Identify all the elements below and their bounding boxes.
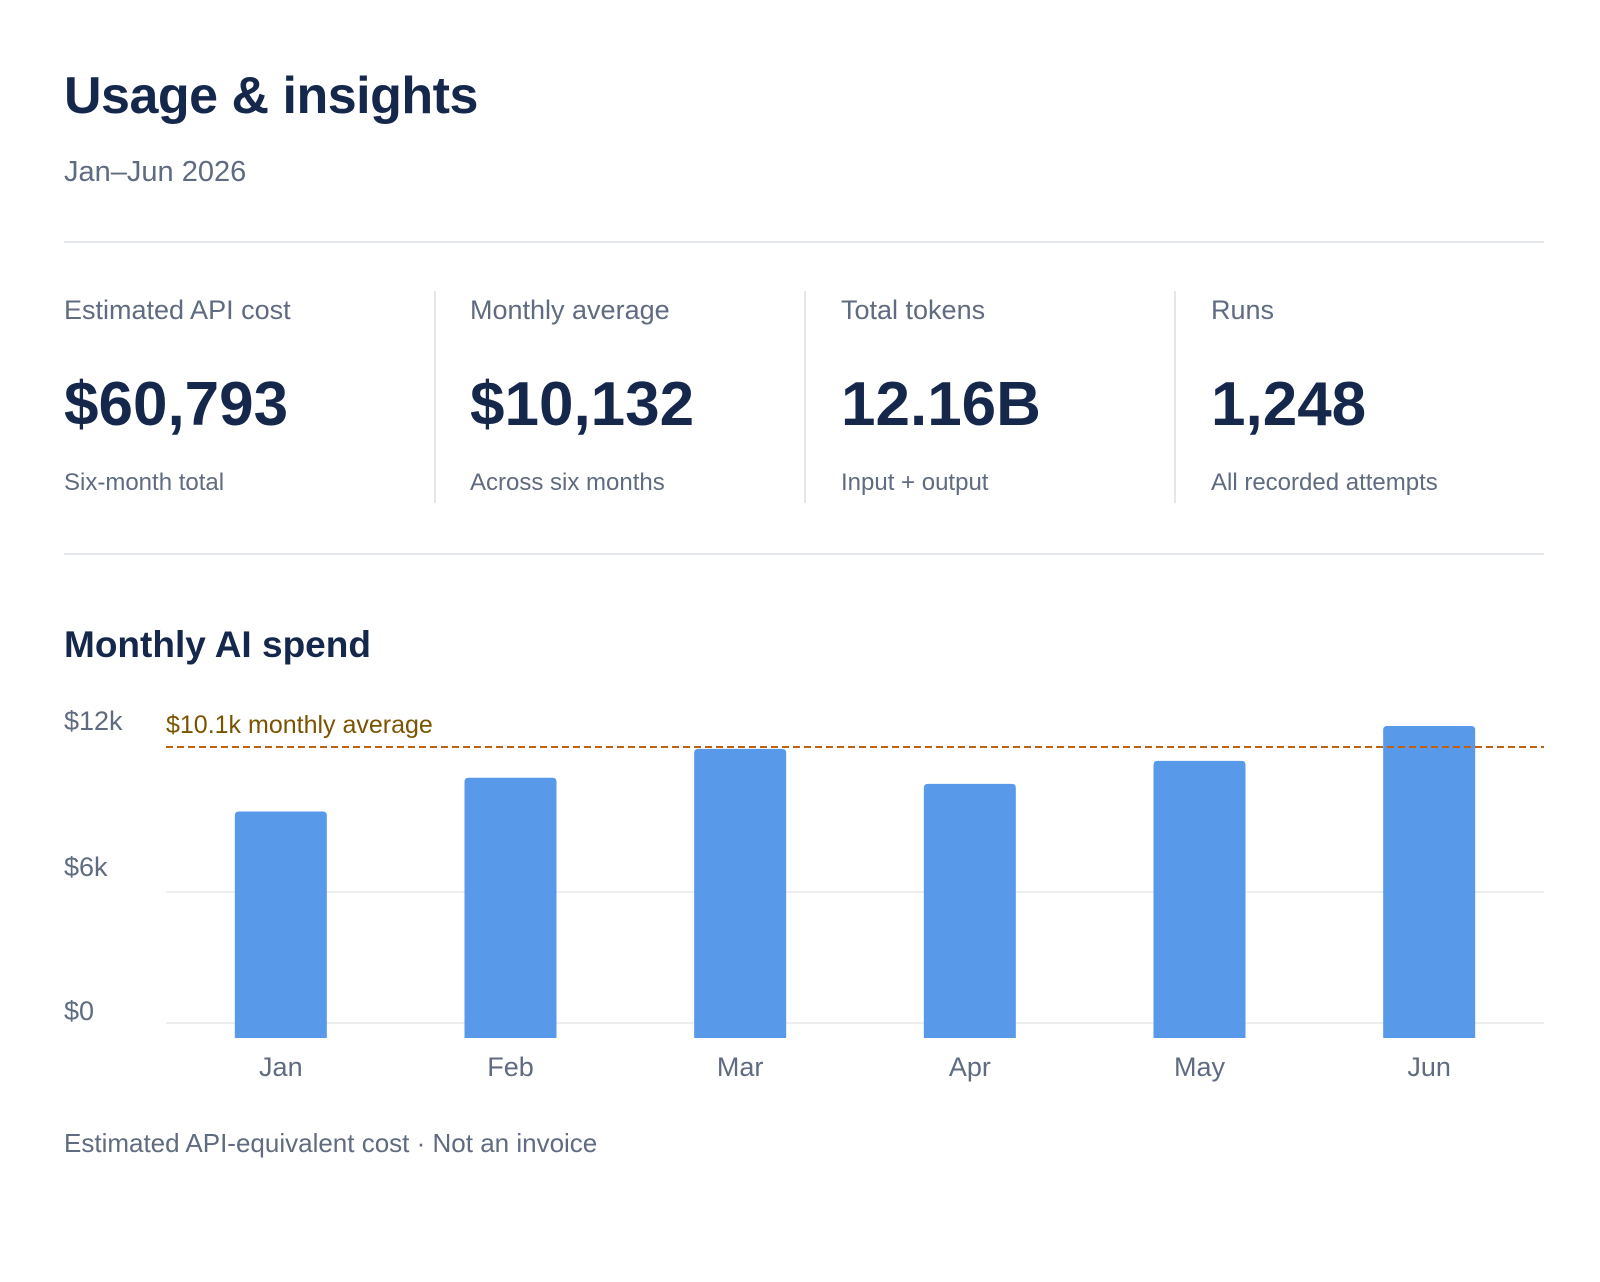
y-tick-label: $6k: [64, 852, 108, 882]
y-tick-label: $12k: [64, 706, 123, 736]
x-tick-label: May: [1174, 1052, 1226, 1082]
stat-value: 1,248: [1211, 370, 1367, 439]
stat-label: Total tokens: [841, 295, 986, 325]
date-range: Jan–Jun 2026: [64, 156, 247, 188]
bar-jan: [234, 811, 327, 1038]
bar-may: [1153, 760, 1246, 1038]
x-tick-label: Feb: [487, 1052, 534, 1082]
monthly-spend-chart: $0 $6k $12k Jan Feb Mar Apr May Jun $10.1k monthl…: [64, 706, 1544, 1082]
chart-footnote: Estimated API-equivalent cost · Not an i…: [64, 1128, 598, 1158]
stat-value: $60,793: [64, 370, 289, 439]
x-tick-label: Jan: [259, 1052, 303, 1082]
x-tick-label: Jun: [1407, 1052, 1451, 1082]
stat-note: All recorded attempts: [1211, 469, 1438, 496]
divider-bottom: [64, 553, 1544, 555]
stat-label: Runs: [1211, 295, 1275, 325]
stat-value: $10,132: [470, 370, 695, 439]
x-tick-label: Mar: [717, 1052, 764, 1082]
stat-label: Estimated API cost: [64, 295, 291, 325]
stat-separator: [804, 291, 806, 503]
bar-jun: [1383, 726, 1476, 1038]
y-tick-label: $0: [64, 996, 94, 1026]
bar-mar: [694, 748, 787, 1038]
stat-note: Input + output: [841, 469, 989, 496]
bar-apr: [923, 783, 1016, 1038]
bar-feb: [464, 777, 557, 1038]
page-title: Usage & insights: [64, 67, 478, 125]
stat-separator: [1174, 291, 1176, 503]
divider-top: [64, 241, 1544, 243]
x-tick-label: Apr: [949, 1052, 991, 1082]
stat-note: Across six months: [470, 469, 665, 496]
average-line-label: $10.1k monthly average: [166, 711, 433, 739]
stat-separator: [434, 291, 436, 503]
stats-row: Estimated API cost $60,793 Six-month tot…: [64, 291, 1544, 503]
stat-label: Monthly average: [470, 295, 670, 325]
stat-note: Six-month total: [64, 469, 225, 496]
chart-title: Monthly AI spend: [64, 624, 371, 665]
stat-value: 12.16B: [841, 370, 1041, 439]
